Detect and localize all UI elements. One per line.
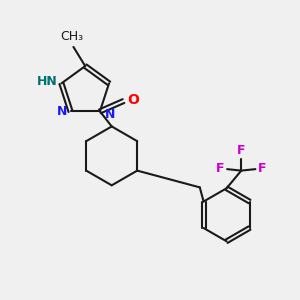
Text: N: N [105,108,116,121]
Text: F: F [237,144,245,158]
Text: O: O [127,93,139,106]
Text: CH₃: CH₃ [60,29,83,43]
Text: F: F [216,162,224,175]
Text: HN: HN [37,75,58,88]
Text: F: F [258,162,267,175]
Text: N: N [57,105,67,118]
